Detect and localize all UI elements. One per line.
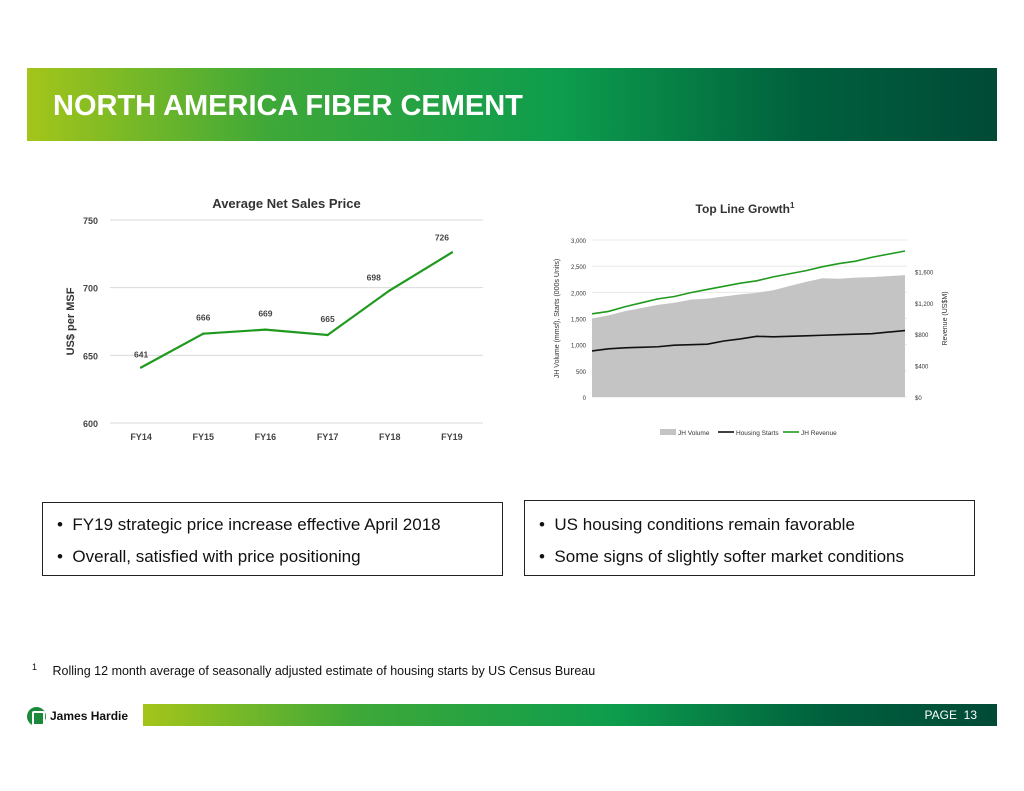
- bullet-dot: •: [57, 515, 63, 534]
- data-point: [202, 332, 205, 335]
- data-label: 665: [320, 314, 334, 324]
- page-number: 13: [963, 708, 977, 722]
- page-title: NORTH AMERICA FIBER CEMENT: [53, 90, 523, 122]
- y-axis-label: JH Volume (mmsf), Starts (000s Units): [554, 259, 561, 378]
- data-label: 726: [435, 232, 449, 242]
- y-tick-label: 500: [576, 370, 587, 376]
- y-tick-label: 2,500: [571, 265, 587, 271]
- y2-tick-label: $800: [915, 333, 929, 339]
- legend-label: JH Revenue: [801, 430, 837, 437]
- bullet-dot: •: [539, 547, 545, 566]
- data-point: [388, 289, 391, 292]
- y-tick-label: 1,000: [571, 344, 587, 350]
- y2-tick-label: $1,600: [915, 270, 934, 276]
- data-label: 669: [258, 309, 272, 319]
- x-tick-label: FY17: [317, 432, 339, 442]
- bullet-text: FY19 strategic price increase effective …: [72, 515, 441, 534]
- x-tick-label: FY14: [130, 432, 152, 442]
- bullet-dot: •: [57, 547, 63, 566]
- data-point: [326, 333, 329, 337]
- y2-tick-label: $400: [915, 365, 929, 371]
- bullet-item: • Some signs of slightly softer market c…: [539, 547, 904, 567]
- chart-title: Top Line Growth1: [696, 201, 795, 216]
- bullet-text: US housing conditions remain favorable: [554, 515, 855, 534]
- data-label: 641: [134, 350, 148, 360]
- y-tick-label: 750: [83, 216, 98, 226]
- logo-text: James Hardie: [50, 709, 129, 723]
- y2-tick-label: $1,200: [915, 302, 934, 308]
- x-tick-label: FY16: [255, 432, 277, 442]
- legend-label: JH Volume: [678, 430, 710, 437]
- page-label: PAGE: [924, 708, 957, 722]
- page-indicator: PAGE 13: [925, 708, 978, 722]
- footnote: 1 Rolling 12 month average of seasonally…: [32, 662, 595, 678]
- y-tick-label: 650: [83, 351, 98, 361]
- x-tick-label: FY18: [379, 432, 401, 442]
- y-tick-label: 700: [83, 284, 98, 294]
- x-tick-label: FY19: [441, 432, 463, 442]
- legend-swatch-jh-volume: [660, 429, 676, 435]
- title-banner: NORTH AMERICA FIBER CEMENT: [27, 68, 997, 141]
- y-tick-label: 3,000: [571, 239, 587, 245]
- y-tick-label: 2,000: [571, 291, 587, 297]
- chart-title: Average Net Sales Price: [212, 196, 360, 211]
- bullet-dot: •: [539, 515, 545, 534]
- y2-axis-label: Revenue (US$M): [942, 291, 949, 345]
- data-label: 698: [367, 272, 381, 282]
- footnote-text: Rolling 12 month average of seasonally a…: [52, 664, 596, 679]
- left-bullet-box: • FY19 strategic price increase effectiv…: [42, 502, 503, 576]
- top-line-growth-chart: Top Line Growth1 0 500 1,000 1,500 2,000 2,500…: [554, 201, 949, 437]
- x-tick-label: FY15: [192, 432, 214, 442]
- housing-starts-line: [591, 329, 906, 352]
- bullet-item: • FY19 strategic price increase effectiv…: [57, 515, 441, 535]
- price-series-line: [140, 251, 453, 369]
- avg-net-sales-price-chart: Average Net Sales Price 600 650 700 750 US$ p…: [65, 196, 483, 442]
- data-point: [139, 366, 143, 369]
- data-label: 666: [196, 313, 210, 323]
- data-point: [264, 328, 267, 331]
- bullet-text: Some signs of slightly softer market con…: [554, 547, 905, 566]
- jh-revenue-line: [591, 250, 906, 315]
- bullet-item: • Overall, satisfied with price position…: [57, 547, 361, 567]
- footnote-marker: 1: [32, 662, 38, 672]
- james-hardie-logo: James Hardie: [27, 706, 128, 726]
- y-tick-label: 1,500: [571, 318, 587, 324]
- bullet-text: Overall, satisfied with price positionin…: [72, 547, 361, 566]
- data-point: [450, 251, 454, 254]
- jh-volume-area: [592, 275, 905, 397]
- legend-label: Housing Starts: [736, 430, 779, 437]
- right-bullet-box: • US housing conditions remain favorable…: [524, 500, 975, 576]
- y-axis-label: US$ per MSF: [65, 287, 77, 355]
- footer-bar: PAGE 13: [143, 704, 997, 726]
- logo-mark-icon: [27, 706, 46, 726]
- y-tick-label: 600: [83, 419, 98, 429]
- y2-tick-label: $0: [915, 396, 922, 402]
- bullet-item: • US housing conditions remain favorable: [539, 515, 855, 535]
- y-tick-label: 0: [583, 396, 587, 402]
